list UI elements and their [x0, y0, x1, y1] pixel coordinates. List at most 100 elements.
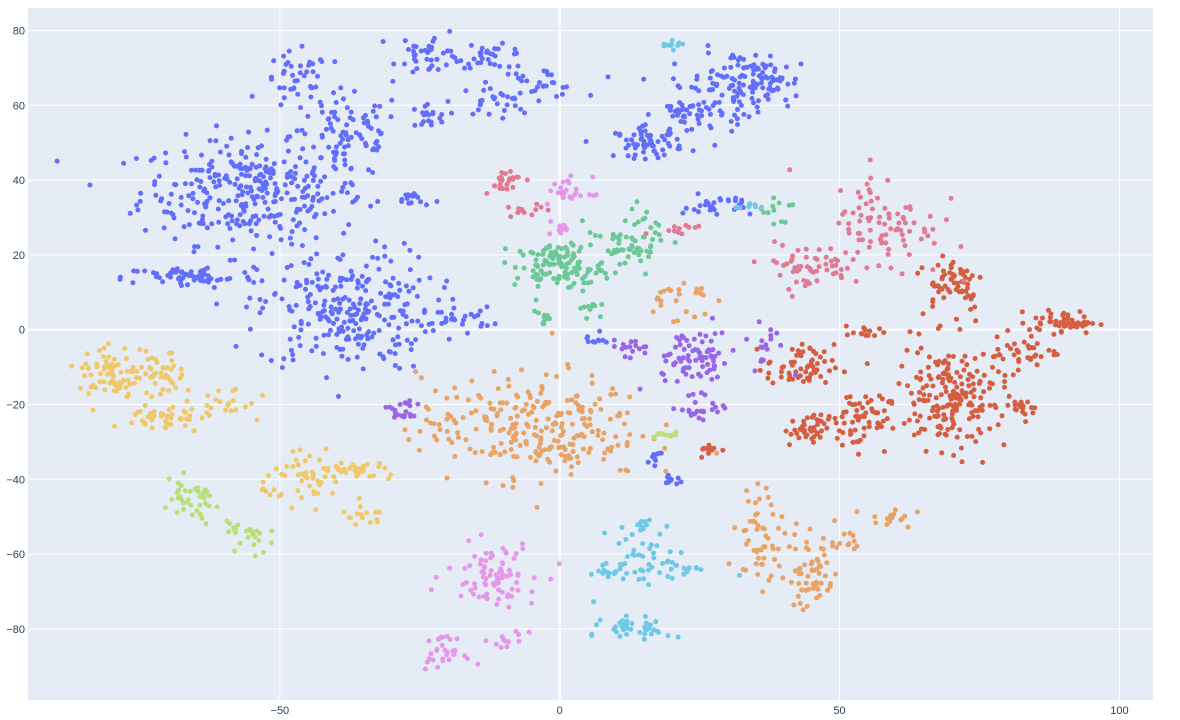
data-point[interactable]: [281, 53, 287, 59]
data-point[interactable]: [740, 92, 746, 98]
data-point[interactable]: [613, 569, 619, 575]
data-point[interactable]: [412, 52, 418, 58]
data-point[interactable]: [1034, 362, 1040, 368]
data-point[interactable]: [132, 380, 138, 386]
data-point[interactable]: [657, 570, 663, 576]
data-point[interactable]: [516, 632, 522, 638]
data-point[interactable]: [227, 521, 232, 527]
data-point[interactable]: [257, 163, 263, 169]
data-point[interactable]: [791, 80, 797, 86]
data-point[interactable]: [877, 421, 882, 427]
data-point[interactable]: [223, 214, 229, 220]
data-point[interactable]: [789, 579, 794, 585]
data-point[interactable]: [532, 308, 538, 314]
data-point[interactable]: [1008, 346, 1014, 352]
data-point[interactable]: [330, 190, 336, 196]
data-point[interactable]: [428, 420, 433, 426]
data-point[interactable]: [631, 141, 637, 147]
data-point[interactable]: [348, 165, 354, 171]
data-point[interactable]: [665, 633, 671, 639]
data-point[interactable]: [637, 386, 643, 392]
data-point[interactable]: [142, 403, 148, 408]
data-point[interactable]: [407, 247, 413, 253]
data-point[interactable]: [114, 388, 120, 394]
data-point[interactable]: [390, 337, 396, 343]
data-point[interactable]: [872, 333, 877, 339]
data-point[interactable]: [307, 304, 313, 309]
data-point[interactable]: [252, 553, 258, 559]
data-point[interactable]: [342, 157, 348, 163]
data-point[interactable]: [803, 434, 809, 440]
data-point[interactable]: [876, 263, 882, 269]
data-point[interactable]: [944, 366, 950, 372]
data-point[interactable]: [109, 368, 115, 374]
data-point[interactable]: [750, 71, 756, 77]
data-point[interactable]: [328, 304, 334, 310]
data-point[interactable]: [914, 374, 919, 380]
data-point[interactable]: [532, 88, 538, 94]
data-point[interactable]: [1048, 319, 1054, 325]
data-point[interactable]: [938, 392, 944, 398]
data-point[interactable]: [710, 315, 715, 321]
data-point[interactable]: [281, 85, 287, 91]
data-point[interactable]: [661, 152, 667, 158]
data-point[interactable]: [214, 301, 220, 307]
data-point[interactable]: [689, 103, 695, 109]
data-point[interactable]: [506, 64, 512, 70]
data-point[interactable]: [718, 73, 724, 79]
data-point[interactable]: [246, 129, 252, 135]
data-point[interactable]: [321, 308, 327, 314]
data-point[interactable]: [216, 172, 222, 178]
data-point[interactable]: [284, 190, 290, 196]
data-point[interactable]: [365, 309, 371, 315]
data-point[interactable]: [696, 415, 702, 421]
data-point[interactable]: [508, 415, 514, 421]
data-point[interactable]: [587, 445, 593, 451]
data-point[interactable]: [619, 524, 625, 530]
data-point[interactable]: [783, 97, 789, 103]
data-point[interactable]: [338, 460, 344, 466]
data-point[interactable]: [605, 248, 611, 254]
data-point[interactable]: [811, 425, 817, 430]
data-point[interactable]: [124, 356, 129, 362]
data-point[interactable]: [508, 439, 514, 445]
data-point[interactable]: [535, 84, 540, 90]
data-point[interactable]: [434, 646, 440, 652]
data-point[interactable]: [833, 420, 839, 426]
data-point[interactable]: [714, 81, 720, 87]
data-point[interactable]: [881, 330, 887, 335]
data-point[interactable]: [697, 355, 703, 361]
data-point[interactable]: [409, 318, 415, 324]
data-point[interactable]: [163, 425, 169, 431]
data-point[interactable]: [920, 311, 926, 317]
data-point[interactable]: [331, 320, 336, 326]
data-point[interactable]: [355, 307, 361, 313]
data-point[interactable]: [678, 479, 684, 485]
data-point[interactable]: [856, 205, 862, 211]
data-point[interactable]: [504, 186, 510, 192]
data-point[interactable]: [281, 68, 287, 74]
data-point[interactable]: [204, 225, 210, 231]
data-point[interactable]: [803, 246, 809, 252]
data-point[interactable]: [313, 335, 319, 341]
data-point[interactable]: [837, 541, 843, 546]
data-point[interactable]: [344, 122, 350, 128]
data-point[interactable]: [621, 421, 627, 427]
data-point[interactable]: [306, 483, 312, 489]
data-point[interactable]: [134, 369, 140, 374]
data-point[interactable]: [340, 136, 346, 142]
data-point[interactable]: [531, 405, 537, 411]
data-point[interactable]: [424, 56, 430, 62]
data-point[interactable]: [301, 177, 307, 183]
data-point[interactable]: [959, 381, 965, 387]
data-point[interactable]: [911, 220, 917, 226]
data-point[interactable]: [333, 306, 339, 312]
data-point[interactable]: [204, 403, 210, 408]
data-point[interactable]: [470, 111, 476, 117]
data-point[interactable]: [945, 427, 951, 432]
data-point[interactable]: [709, 376, 715, 382]
data-point[interactable]: [388, 472, 394, 478]
data-point[interactable]: [836, 428, 842, 434]
data-point[interactable]: [260, 479, 266, 485]
data-point[interactable]: [105, 341, 111, 347]
